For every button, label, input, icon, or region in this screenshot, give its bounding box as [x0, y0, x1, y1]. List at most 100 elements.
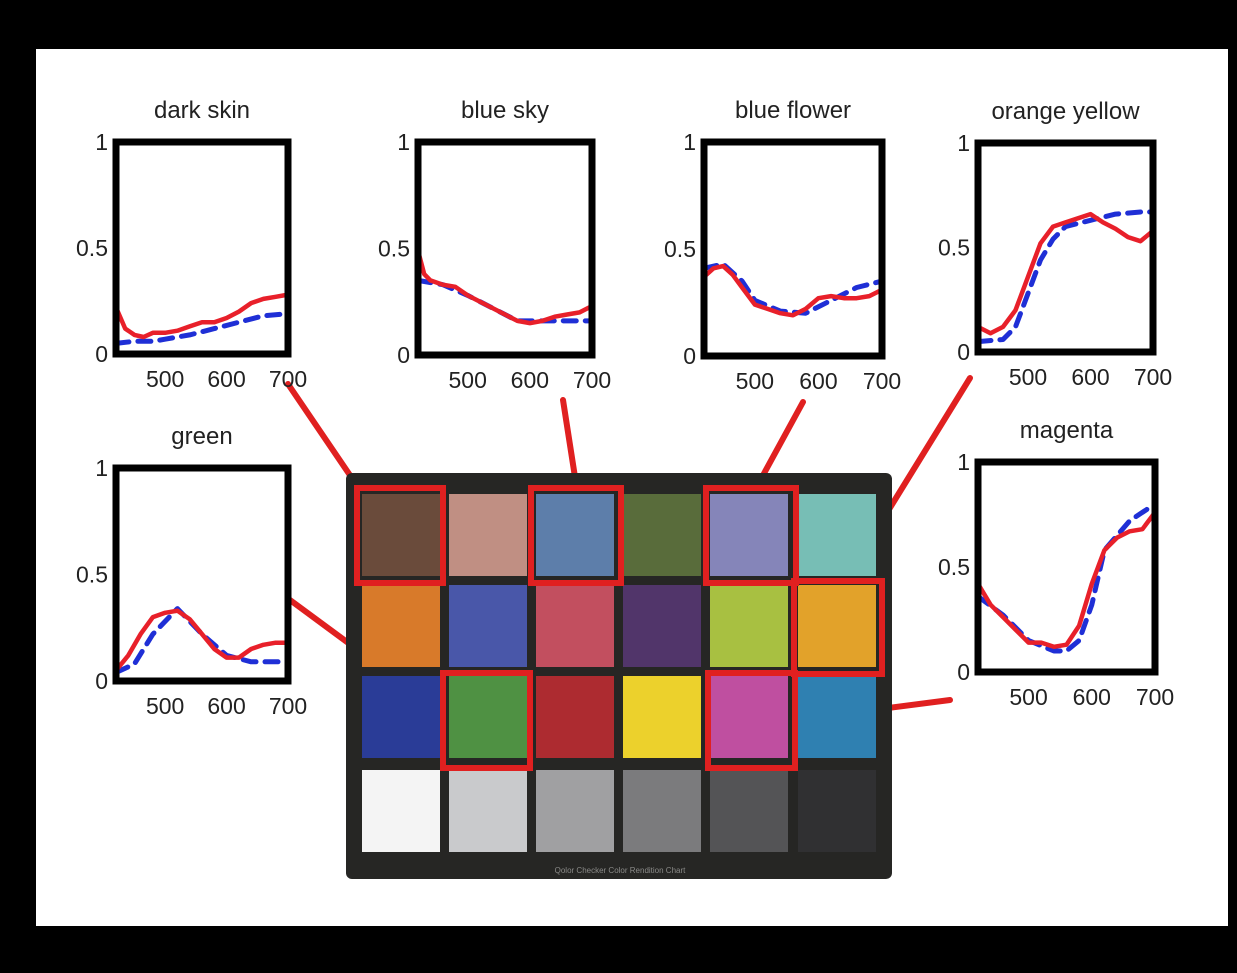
xtick-label-orange-yellow-0: 500 — [1009, 364, 1047, 390]
patch-r2-c2 — [449, 585, 527, 667]
series-measured-dark-skin — [113, 292, 291, 340]
patch-r3-c6 — [798, 676, 876, 758]
xtick-label-green-1: 600 — [207, 693, 245, 719]
series-reconstructed-dark-skin — [113, 311, 291, 346]
plot-orange-yellow: orange yellow 0 0.5 1 500 600 700 — [938, 98, 1172, 390]
ytick-label-dark-skin-2: 1 — [95, 129, 108, 155]
plot-title-orange-yellow: orange yellow — [991, 98, 1140, 125]
plot-dark-skin: dark skin 0 0.5 1 500 600 700 — [76, 97, 307, 392]
plot-blue-sky: blue sky 0 0.5 1 500 600 700 — [378, 97, 611, 393]
patch-r4-c6 — [798, 770, 876, 852]
ytick-label-dark-skin-0: 0 — [95, 341, 108, 367]
series-reconstructed-green — [113, 606, 291, 675]
plot-frame-green — [112, 464, 292, 685]
patch-r4-c2 — [449, 770, 527, 852]
patch-r2-c3 — [536, 585, 614, 667]
ytick-label-magenta-0: 0 — [957, 659, 970, 685]
series-measured-blue-flower — [701, 263, 885, 318]
color-checker-chart: Qolor Checker Color Rendition Chart — [346, 473, 892, 879]
plot-title-blue-sky: blue sky — [461, 97, 549, 124]
patch-r2-c5 — [710, 585, 788, 667]
plot-title-magenta: magenta — [1020, 417, 1114, 444]
patch-r1-c5 — [710, 494, 788, 576]
ytick-label-blue-flower-1: 0.5 — [664, 236, 696, 262]
patch-r4-c1 — [362, 770, 440, 852]
series-reconstructed-orange-yellow — [975, 209, 1156, 345]
ytick-label-blue-sky-1: 0.5 — [378, 236, 410, 262]
plot-frame-blue-sky — [414, 138, 596, 359]
patch-r1-c6 — [798, 494, 876, 576]
ytick-label-green-0: 0 — [95, 668, 108, 694]
ytick-label-magenta-2: 1 — [957, 449, 970, 475]
patch-r3-c1 — [362, 676, 440, 758]
highlight-magenta — [705, 670, 798, 771]
patch-r4-c5 — [710, 770, 788, 852]
ytick-label-blue-flower-2: 1 — [683, 129, 696, 155]
patch-r3-c2 — [449, 676, 527, 758]
plot-title-green: green — [171, 423, 232, 450]
patch-r2-c1 — [362, 585, 440, 667]
xtick-label-green-0: 500 — [146, 693, 184, 719]
plot-frame-blue-flower — [700, 138, 886, 360]
ytick-label-dark-skin-1: 0.5 — [76, 235, 108, 261]
series-measured-blue-sky — [415, 248, 595, 326]
ytick-label-magenta-1: 0.5 — [938, 554, 970, 580]
xtick-label-dark-skin-2: 700 — [269, 366, 307, 392]
xtick-label-magenta-2: 700 — [1136, 684, 1174, 710]
ytick-label-blue-sky-2: 1 — [397, 129, 410, 155]
series-measured-orange-yellow — [975, 211, 1156, 336]
chart-caption: Qolor Checker Color Rendition Chart — [555, 866, 687, 875]
xtick-label-blue-flower-0: 500 — [736, 368, 774, 394]
plot-blue-flower: blue flower 0 0.5 1 500 600 700 — [664, 97, 901, 394]
series-measured-green — [113, 608, 291, 673]
xtick-label-blue-flower-2: 700 — [863, 368, 901, 394]
xtick-label-dark-skin-0: 500 — [146, 366, 184, 392]
highlight-blue-sky — [528, 485, 624, 586]
ytick-label-orange-yellow-2: 1 — [957, 130, 970, 156]
patch-r3-c5 — [710, 676, 788, 758]
xtick-label-blue-sky-1: 600 — [511, 367, 549, 393]
plot-green: green 0 0.5 1 500 600 700 — [76, 423, 307, 719]
patch-r4-c3 — [536, 770, 614, 852]
patch-r1-c4 — [623, 494, 701, 576]
patch-r1-c3 — [536, 494, 614, 576]
plot-frame-dark-skin — [112, 138, 292, 358]
patch-r1-c1 — [362, 494, 440, 576]
ytick-label-blue-flower-0: 0 — [683, 343, 696, 369]
ytick-label-blue-sky-0: 0 — [397, 342, 410, 368]
highlight-orange-yellow — [791, 578, 885, 677]
xtick-label-orange-yellow-2: 700 — [1134, 364, 1172, 390]
patch-r4-c4 — [623, 770, 701, 852]
patch-r3-c3 — [536, 676, 614, 758]
callout-line-dark-skin — [285, 381, 363, 493]
highlight-dark-skin — [354, 485, 446, 586]
spectra-plots: dark skin 0 0.5 1 500 600 700 blue sky 0 0.5 1 500 6… — [76, 97, 1174, 719]
xtick-label-blue-sky-0: 500 — [449, 367, 487, 393]
ytick-label-orange-yellow-0: 0 — [957, 339, 970, 365]
xtick-label-dark-skin-1: 600 — [207, 366, 245, 392]
plot-title-dark-skin: dark skin — [154, 97, 250, 124]
ytick-label-orange-yellow-1: 0.5 — [938, 235, 970, 261]
xtick-label-green-2: 700 — [269, 693, 307, 719]
plot-magenta: magenta 0 0.5 1 500 600 700 — [938, 417, 1174, 710]
patch-r2-c4 — [623, 585, 701, 667]
xtick-label-orange-yellow-1: 600 — [1071, 364, 1109, 390]
plot-frame-magenta — [974, 458, 1159, 676]
highlight-green — [440, 670, 533, 771]
xtick-label-blue-sky-2: 700 — [573, 367, 611, 393]
patch-r1-c2 — [449, 494, 527, 576]
ytick-label-green-1: 0.5 — [76, 562, 108, 588]
series-measured-magenta — [975, 510, 1158, 650]
highlight-blue-flower — [703, 485, 799, 586]
patch-r3-c4 — [623, 676, 701, 758]
xtick-label-blue-flower-1: 600 — [799, 368, 837, 394]
xtick-label-magenta-0: 500 — [1009, 684, 1047, 710]
patch-highlights — [354, 485, 885, 771]
patch-r2-c6 — [798, 585, 876, 667]
xtick-label-magenta-1: 600 — [1073, 684, 1111, 710]
plot-title-blue-flower: blue flower — [735, 97, 851, 124]
plot-frame-orange-yellow — [974, 139, 1157, 356]
checker-patches — [362, 494, 876, 852]
